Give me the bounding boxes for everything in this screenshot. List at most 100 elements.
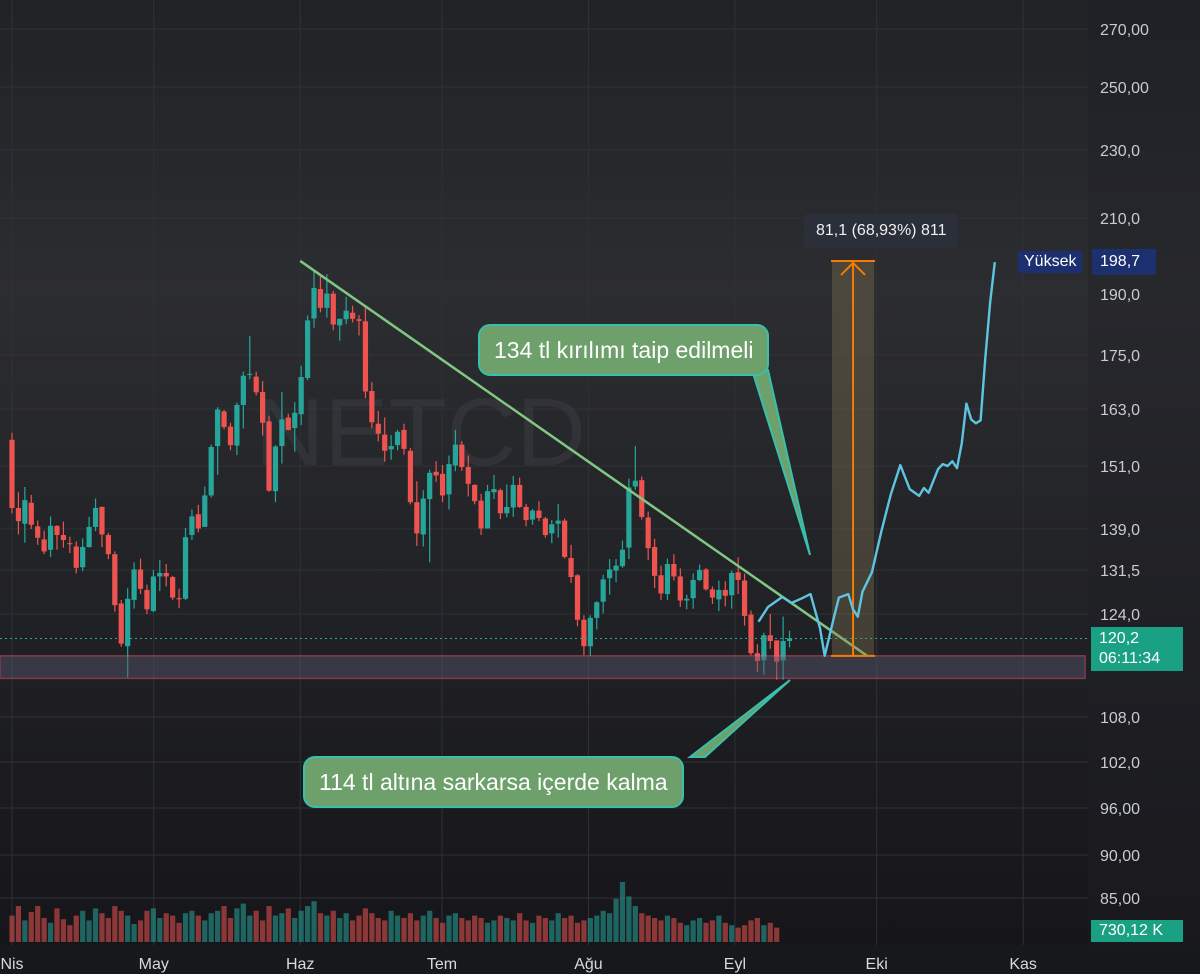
- candle-body: [696, 570, 703, 580]
- candle-body: [484, 491, 491, 529]
- candle: [786, 630, 793, 648]
- y-tick-label: 250,00: [1100, 80, 1149, 97]
- candle: [369, 382, 375, 428]
- candle: [581, 615, 587, 656]
- volume-bar: [137, 920, 144, 942]
- candle-body: [658, 575, 664, 594]
- candle: [240, 371, 246, 429]
- breakout-callout-tail: [750, 369, 811, 556]
- volume-bar: [427, 910, 433, 942]
- volume-bar: [182, 913, 189, 942]
- breakout-note-callout[interactable]: 134 tl kırılımı taip edilmeli: [478, 324, 770, 376]
- candle-body: [774, 640, 780, 662]
- candle: [478, 493, 484, 536]
- x-tick-label: Eki: [866, 956, 888, 973]
- volume-bar: [362, 908, 369, 942]
- candle: [774, 640, 780, 680]
- candle: [632, 446, 638, 491]
- candle: [517, 477, 523, 508]
- candle-body: [157, 572, 163, 577]
- candle-body: [478, 500, 484, 529]
- volume-bar: [504, 918, 510, 942]
- volume-bar: [195, 915, 201, 942]
- candle: [754, 644, 761, 672]
- candle-body: [414, 502, 420, 534]
- candle-body: [677, 576, 683, 601]
- candle: [80, 538, 86, 572]
- volume-bar: [555, 913, 561, 942]
- volume-bar: [266, 906, 272, 942]
- candle: [292, 402, 298, 452]
- volume-bar: [568, 915, 574, 942]
- projected-price-path[interactable]: [757, 261, 996, 657]
- candle-body: [709, 589, 716, 598]
- x-tick-label: May: [139, 956, 169, 973]
- candle-body: [150, 576, 156, 612]
- candle-body: [446, 464, 452, 495]
- candle-body: [182, 537, 189, 599]
- volume-bar: [330, 910, 336, 942]
- candle-body: [266, 421, 272, 491]
- support-note-callout[interactable]: 114 tl altına sarkarsa içerde kalma: [303, 756, 684, 808]
- candle: [716, 580, 722, 612]
- candle: [221, 409, 227, 430]
- volume-bar: [28, 912, 34, 942]
- candle: [15, 492, 22, 535]
- volume-bar: [433, 918, 439, 942]
- volume-bar: [774, 927, 780, 942]
- volume-bar: [163, 913, 169, 942]
- volume-bar: [517, 913, 523, 942]
- volume-bar: [626, 896, 632, 942]
- candle-body: [343, 310, 349, 320]
- candle-body: [375, 423, 381, 434]
- volume-bar: [317, 913, 324, 942]
- x-tick-label: Tem: [427, 956, 457, 973]
- volume-bar: [478, 918, 484, 942]
- volume-bar: [709, 920, 716, 942]
- candle-body: [645, 517, 651, 549]
- candle: [60, 521, 67, 548]
- measure-arrowhead: [840, 261, 866, 276]
- candle: [176, 588, 182, 609]
- volume-bar: [581, 920, 587, 942]
- volume-bar: [536, 915, 542, 942]
- candle-body: [369, 391, 375, 423]
- candle: [613, 559, 619, 583]
- candle: [709, 586, 716, 605]
- y-tick-label: 175,0: [1100, 348, 1140, 365]
- candle-body: [536, 510, 542, 518]
- volume-bar: [491, 920, 497, 942]
- volume-bar: [587, 918, 593, 942]
- candle: [671, 554, 677, 581]
- volume-bar: [607, 913, 613, 942]
- candle: [497, 488, 503, 520]
- volume-bar: [523, 920, 529, 942]
- candle: [260, 381, 266, 436]
- candle-body: [382, 434, 388, 451]
- volume-bar: [741, 925, 748, 942]
- volume-bar: [754, 918, 761, 942]
- volume-bar: [234, 908, 240, 942]
- y-tick-label: 139,0: [1100, 522, 1140, 539]
- volume-bar: [529, 922, 536, 942]
- volume-bar: [510, 920, 516, 942]
- volume-bar: [401, 918, 407, 942]
- support-zone[interactable]: [0, 655, 1086, 680]
- candle-body: [279, 419, 285, 447]
- candle: [253, 371, 259, 396]
- candle-body: [632, 480, 638, 487]
- last-price-value: 120,2: [1099, 630, 1140, 647]
- candle: [388, 435, 394, 460]
- volume-bar: [73, 915, 79, 942]
- candle: [607, 559, 613, 595]
- candle: [285, 413, 291, 431]
- candle: [542, 516, 548, 538]
- candle-body: [28, 502, 34, 525]
- symbol-watermark: NETCD: [255, 379, 586, 486]
- candle-body: [99, 506, 105, 535]
- candle: [645, 511, 651, 561]
- descending-trendline[interactable]: [299, 259, 868, 657]
- candle-body: [652, 547, 658, 576]
- candle-body: [131, 569, 137, 600]
